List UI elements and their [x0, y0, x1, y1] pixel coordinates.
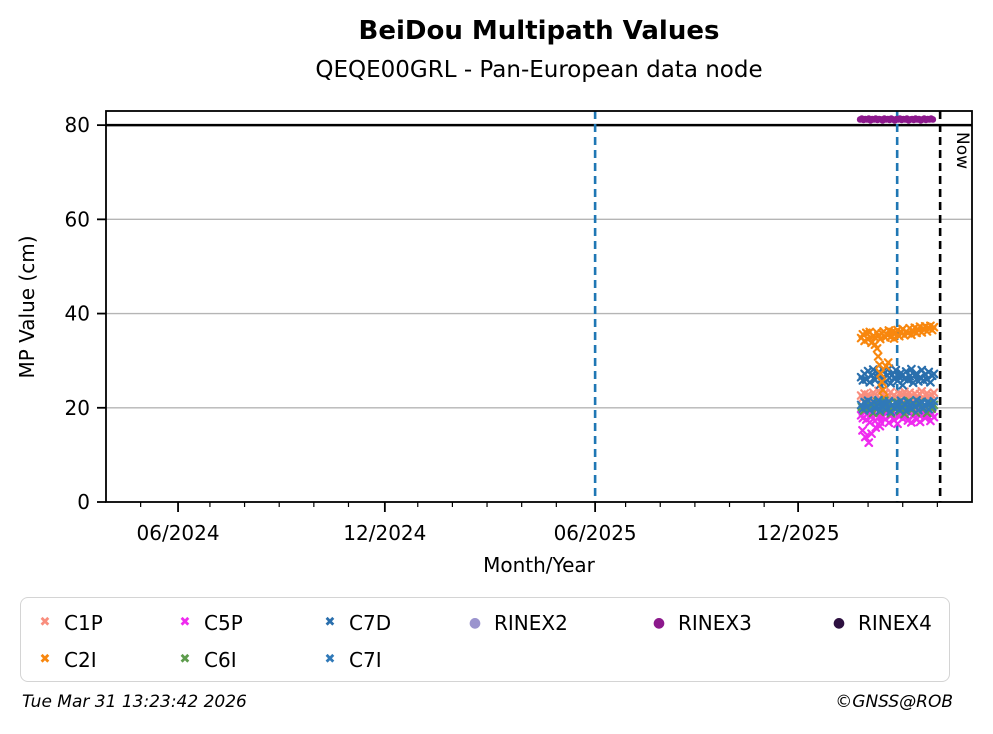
x-tick-label-12/2025: 12/2025: [757, 521, 840, 545]
copyright-text: ©GNSS@ROB: [835, 692, 953, 712]
x-marker-icon: ✖: [324, 615, 336, 630]
legend-item-C5P: ✖ C5P: [177, 611, 322, 635]
legend-label: C5P: [204, 610, 243, 635]
x-tick-label-06/2025: 06/2025: [554, 521, 637, 545]
chart-subtitle: QEQE00GRL - Pan-European data node: [315, 57, 763, 83]
circle-marker-icon: ●: [832, 614, 846, 631]
circle-marker-icon: ●: [652, 614, 666, 631]
y-tick-label-20: 20: [65, 396, 90, 420]
x-tick-label-06/2024: 06/2024: [137, 521, 220, 545]
x-marker-icon: ✖: [324, 652, 336, 667]
legend-item-C1P: ✖ C1P: [37, 611, 177, 635]
legend-label: C2I: [64, 647, 97, 672]
x-marker-icon: ✖: [39, 615, 51, 630]
y-tick-label-40: 40: [65, 302, 90, 326]
x-marker-icon: ✖: [179, 652, 191, 667]
y-tick-label-80: 80: [65, 113, 90, 137]
legend-label: C6I: [204, 647, 237, 672]
chart-title: BeiDou Multipath Values: [358, 16, 720, 46]
series-points-C2I: [856, 321, 939, 403]
y-tick-label-60: 60: [65, 207, 90, 231]
legend-item-C2I: ✖ C2I: [37, 648, 177, 672]
x-tick-label-12/2024: 12/2024: [343, 521, 426, 545]
legend-item-RINEX2: ● RINEX2: [467, 611, 651, 635]
x-marker-icon: ✖: [179, 615, 191, 630]
legend-label: RINEX3: [678, 610, 752, 635]
legend-item-C7I: ✖ C7I: [322, 648, 467, 672]
legend-label: RINEX2: [494, 610, 568, 635]
legend: ✖ C1P ✖ C5P ✖ C7D ● RINEX2 ● RINEX3 ● RINEX4 ✖ C2I ✖ C6…: [20, 597, 950, 682]
y-tick-label-0: 0: [77, 490, 90, 514]
circle-marker-icon: ●: [468, 614, 482, 631]
plot-border: [105, 110, 973, 503]
legend-item-C7D: ✖ C7D: [322, 611, 467, 635]
timestamp-text: Tue Mar 31 13:23:42 2026: [22, 692, 247, 712]
legend-item-C6I: ✖ C6I: [177, 648, 322, 672]
legend-item-RINEX4: ● RINEX4: [831, 611, 949, 635]
legend-label: RINEX4: [858, 610, 932, 635]
legend-item-RINEX3: ● RINEX3: [651, 611, 831, 635]
legend-label: C7D: [349, 610, 392, 635]
y-axis-label: MP Value (cm): [15, 235, 39, 379]
legend-label: C1P: [64, 610, 103, 635]
legend-label: C7I: [349, 647, 382, 672]
x-axis-label: Month/Year: [483, 553, 595, 577]
now-label: Now: [952, 132, 972, 169]
series-point-RINEX3: [929, 116, 937, 123]
series-points-C7I: [856, 395, 939, 416]
x-marker-icon: ✖: [39, 652, 51, 667]
plot-area: Now 0 20 40 60 80 06/2024 12/2024 06/2025 12/2025: [65, 110, 973, 545]
